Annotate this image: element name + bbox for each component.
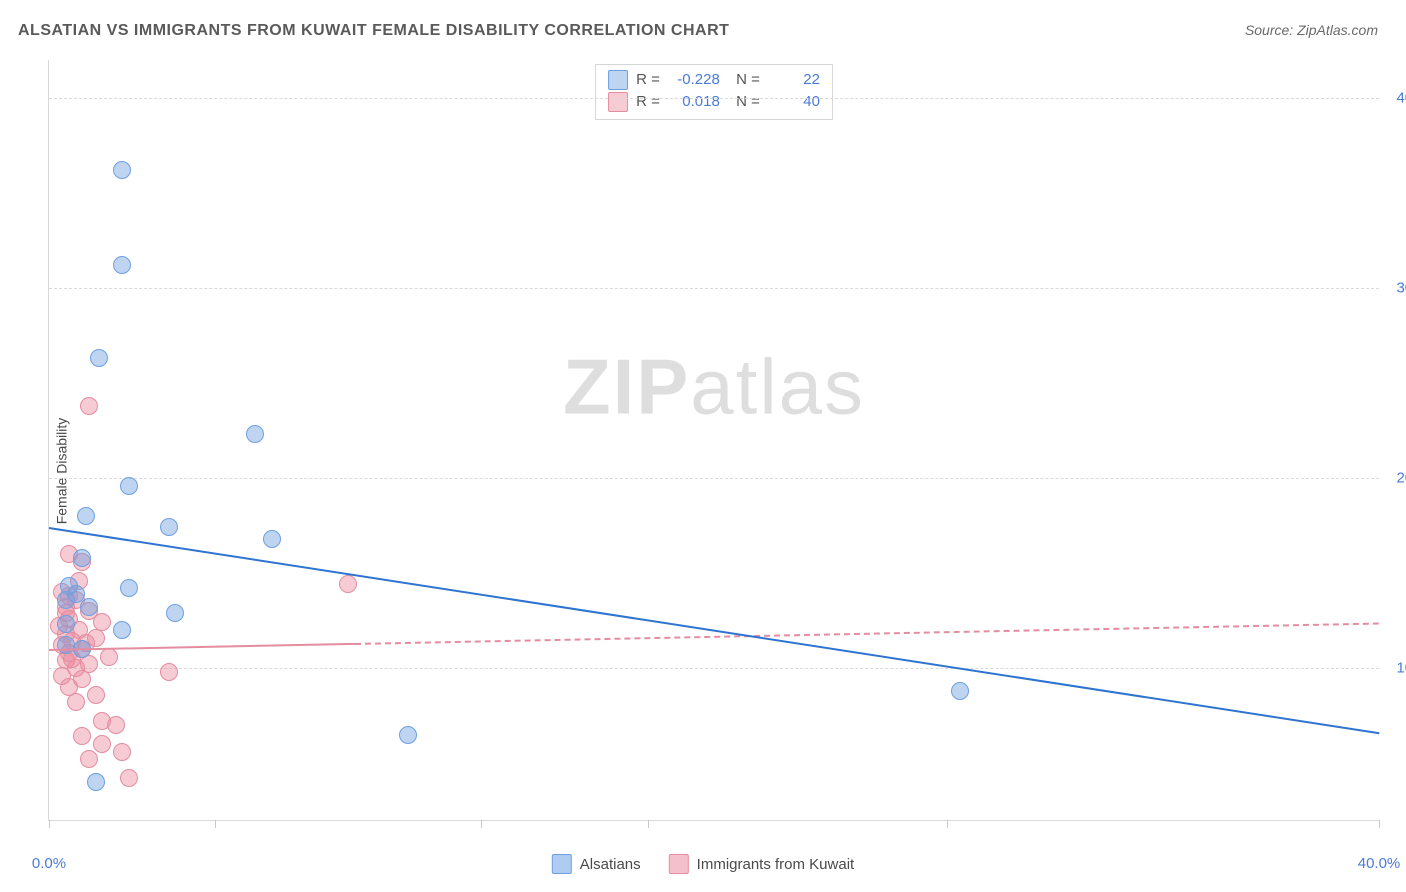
x-tick	[1379, 820, 1380, 828]
legend-r-label: R =	[636, 69, 660, 91]
chart-title: ALSATIAN VS IMMIGRANTS FROM KUWAIT FEMAL…	[18, 22, 729, 40]
data-point	[120, 579, 138, 597]
plot-area: ZIPatlas R = -0.228 N = 22 R = 0.018 N =…	[48, 60, 1379, 821]
x-tick	[481, 820, 482, 828]
x-tick-label: 0.0%	[32, 855, 66, 872]
correlation-legend: R = -0.228 N = 22 R = 0.018 N = 40	[595, 64, 833, 120]
data-point	[87, 686, 105, 704]
x-tick	[947, 820, 948, 828]
data-point	[87, 773, 105, 791]
data-point	[120, 769, 138, 787]
gridline	[49, 478, 1379, 479]
data-point	[80, 397, 98, 415]
legend-n-label: N =	[728, 69, 760, 91]
x-tick	[49, 820, 50, 828]
data-point	[263, 530, 281, 548]
data-point	[73, 727, 91, 745]
data-point	[80, 750, 98, 768]
chart-container: Female Disability ZIPatlas R = -0.228 N …	[0, 50, 1406, 892]
legend-swatch-1	[608, 92, 628, 112]
source-attribution: Source: ZipAtlas.com	[1245, 22, 1378, 38]
legend-n-value-0: 22	[768, 69, 820, 91]
trend-line-extrapolated	[355, 622, 1379, 644]
data-point	[67, 585, 85, 603]
series-legend: Alsatians Immigrants from Kuwait	[552, 854, 854, 874]
legend-row-1: R = 0.018 N = 40	[608, 91, 820, 113]
x-tick-label: 40.0%	[1358, 855, 1401, 872]
legend-n-value-1: 40	[768, 91, 820, 113]
watermark-right: atlas	[690, 342, 865, 430]
x-tick	[215, 820, 216, 828]
data-point	[113, 743, 131, 761]
data-point	[113, 621, 131, 639]
y-tick-label: 30.0%	[1384, 280, 1406, 297]
data-point	[93, 735, 111, 753]
gridline	[49, 98, 1379, 99]
data-point	[399, 726, 417, 744]
data-point	[160, 518, 178, 536]
watermark-left: ZIP	[563, 342, 690, 430]
data-point	[113, 256, 131, 274]
data-point	[246, 425, 264, 443]
data-point	[160, 663, 178, 681]
y-tick-label: 10.0%	[1384, 660, 1406, 677]
data-point	[57, 615, 75, 633]
data-point	[113, 161, 131, 179]
legend-swatch-0	[608, 70, 628, 90]
legend-n-label: N =	[728, 91, 760, 113]
legend-item-1: Immigrants from Kuwait	[669, 854, 855, 874]
y-tick-label: 20.0%	[1384, 470, 1406, 487]
legend-r-label: R =	[636, 91, 660, 113]
gridline	[49, 668, 1379, 669]
legend-item-0: Alsatians	[552, 854, 641, 874]
legend-bottom-swatch-1	[669, 854, 689, 874]
trend-line	[49, 527, 1379, 734]
gridline	[49, 288, 1379, 289]
legend-bottom-label-0: Alsatians	[580, 856, 641, 873]
data-point	[77, 507, 95, 525]
y-tick-label: 40.0%	[1384, 90, 1406, 107]
data-point	[80, 598, 98, 616]
data-point	[57, 636, 75, 654]
data-point	[107, 716, 125, 734]
x-tick	[648, 820, 649, 828]
data-point	[339, 575, 357, 593]
data-point	[166, 604, 184, 622]
legend-bottom-label-1: Immigrants from Kuwait	[697, 856, 855, 873]
legend-bottom-swatch-0	[552, 854, 572, 874]
data-point	[951, 682, 969, 700]
watermark: ZIPatlas	[563, 341, 865, 432]
data-point	[90, 349, 108, 367]
data-point	[73, 549, 91, 567]
data-point	[120, 477, 138, 495]
legend-row-0: R = -0.228 N = 22	[608, 69, 820, 91]
data-point	[100, 648, 118, 666]
legend-r-value-0: -0.228	[668, 69, 720, 91]
legend-r-value-1: 0.018	[668, 91, 720, 113]
data-point	[67, 693, 85, 711]
